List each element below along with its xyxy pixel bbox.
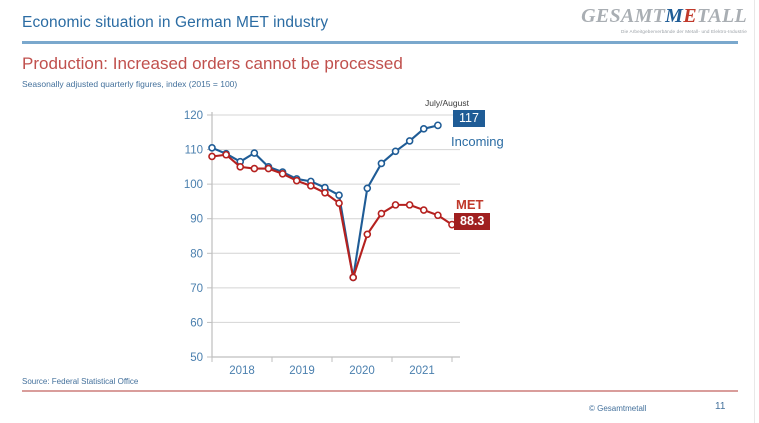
x-axis-tick-label: 2019 bbox=[289, 365, 315, 377]
data-point-met bbox=[292, 176, 301, 185]
data-point-met bbox=[405, 201, 414, 209]
y-axis-tick-labels: 50 60 70 80 90 100 110 120 bbox=[184, 110, 203, 364]
page-title: Economic situation in German MET industr… bbox=[22, 14, 329, 31]
x-axis-tick-label: 2021 bbox=[409, 365, 435, 377]
slide-headline: Production: Increased orders cannot be p… bbox=[22, 54, 403, 73]
incoming-value-badge: 117 bbox=[453, 110, 485, 128]
series-label-incoming: Incoming bbox=[451, 134, 504, 149]
page-number: 11 bbox=[715, 401, 726, 412]
logo-subtitle: Die Arbeitgeberverbände der Metall- und … bbox=[620, 29, 747, 34]
footer-divider bbox=[22, 390, 738, 392]
y-axis-tick-label: 50 bbox=[190, 352, 203, 364]
logo-text-part2: TALL bbox=[696, 5, 747, 27]
data-point-met bbox=[321, 188, 329, 197]
met-value-badge: 88.3 bbox=[454, 213, 491, 231]
slide-right-edge bbox=[754, 0, 759, 423]
data-point-incoming bbox=[434, 121, 442, 130]
slide-subheadline: Seasonally adjusted quarterly figures, i… bbox=[22, 79, 238, 89]
data-point-met bbox=[222, 150, 230, 159]
series-label-met: MET bbox=[456, 197, 484, 212]
data-point-met bbox=[278, 169, 287, 178]
series-line-incoming bbox=[211, 124, 439, 279]
data-point-incoming bbox=[391, 147, 400, 156]
logo-text-e: E bbox=[683, 5, 697, 27]
data-point-incoming bbox=[250, 149, 259, 157]
x-axis-tick-label: 2018 bbox=[229, 365, 255, 377]
axis-lines bbox=[211, 112, 460, 358]
data-point-met bbox=[377, 209, 386, 218]
gesamtmetall-logo: GESAMTMETALL Die Arbeitgeberverbände der… bbox=[575, 6, 747, 34]
x-axis-tick-label: 2020 bbox=[349, 365, 375, 377]
data-point-met bbox=[419, 206, 428, 214]
data-point-incoming bbox=[363, 184, 372, 193]
header-divider bbox=[22, 41, 738, 44]
data-point-incoming bbox=[208, 144, 216, 152]
data-point-incoming bbox=[419, 125, 428, 133]
y-axis-tick-label: 90 bbox=[190, 214, 203, 226]
data-point-met bbox=[363, 230, 372, 239]
data-point-met bbox=[349, 273, 357, 282]
source-note: Source: Federal Statistical Office bbox=[22, 377, 139, 386]
series-line-met bbox=[211, 153, 453, 279]
y-axis-ticks bbox=[207, 114, 212, 358]
annotation-july-august: July/August bbox=[425, 98, 469, 108]
data-point-met bbox=[264, 164, 273, 173]
data-point-met bbox=[391, 201, 400, 209]
gridlines bbox=[212, 114, 460, 358]
y-axis-tick-label: 100 bbox=[184, 179, 203, 191]
y-axis-tick-label: 60 bbox=[190, 317, 203, 329]
data-series bbox=[208, 121, 456, 282]
data-point-incoming bbox=[405, 137, 414, 145]
y-axis-tick-label: 120 bbox=[184, 110, 203, 122]
data-point-met bbox=[335, 199, 343, 207]
data-point-met bbox=[236, 163, 245, 171]
data-point-met bbox=[208, 152, 216, 161]
x-axis-ticks bbox=[211, 357, 453, 362]
y-axis-tick-label: 110 bbox=[185, 145, 203, 157]
data-point-incoming bbox=[377, 159, 386, 168]
logo-wordmark: GESAMTMETALL bbox=[575, 6, 747, 26]
data-point-met bbox=[434, 211, 442, 220]
x-axis-tick-labels: 2018 2019 2020 2021 bbox=[229, 365, 435, 377]
data-point-met bbox=[307, 182, 315, 190]
data-point-incoming bbox=[335, 191, 343, 200]
copyright-note: © Gesamtmetall bbox=[589, 404, 647, 413]
logo-text-part1: GESAMT bbox=[581, 5, 666, 27]
data-point-met bbox=[250, 164, 259, 173]
logo-text-m: M bbox=[665, 5, 684, 27]
y-axis-tick-label: 80 bbox=[190, 248, 203, 260]
y-axis-tick-label: 70 bbox=[190, 283, 203, 295]
